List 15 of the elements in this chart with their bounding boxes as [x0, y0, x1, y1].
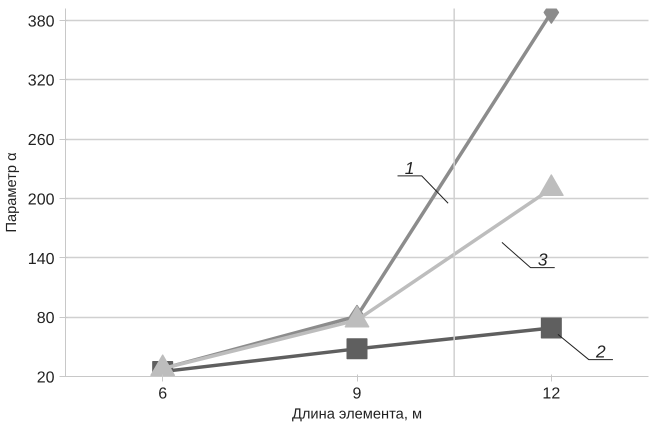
y-tick-label: 320	[28, 72, 55, 90]
text: 2	[595, 342, 606, 362]
x-axis-title: Длина элемента, м	[292, 406, 422, 422]
y-tick-label: 200	[28, 191, 55, 208]
y-tick-label: 140	[28, 250, 55, 268]
x-tick-label: 12	[542, 386, 560, 402]
y-tick-label: 260	[28, 132, 55, 150]
x-tick-label: 9	[352, 386, 362, 402]
text: 3	[538, 250, 548, 270]
x-tick-label: 6	[158, 386, 168, 402]
series-label: 1	[404, 158, 414, 178]
y-tick-label: 380	[28, 13, 55, 30]
y-axis-title: Параметр α	[4, 152, 20, 233]
y-tick-label: 20	[36, 370, 55, 386]
y-tick-label: 80	[36, 310, 55, 328]
